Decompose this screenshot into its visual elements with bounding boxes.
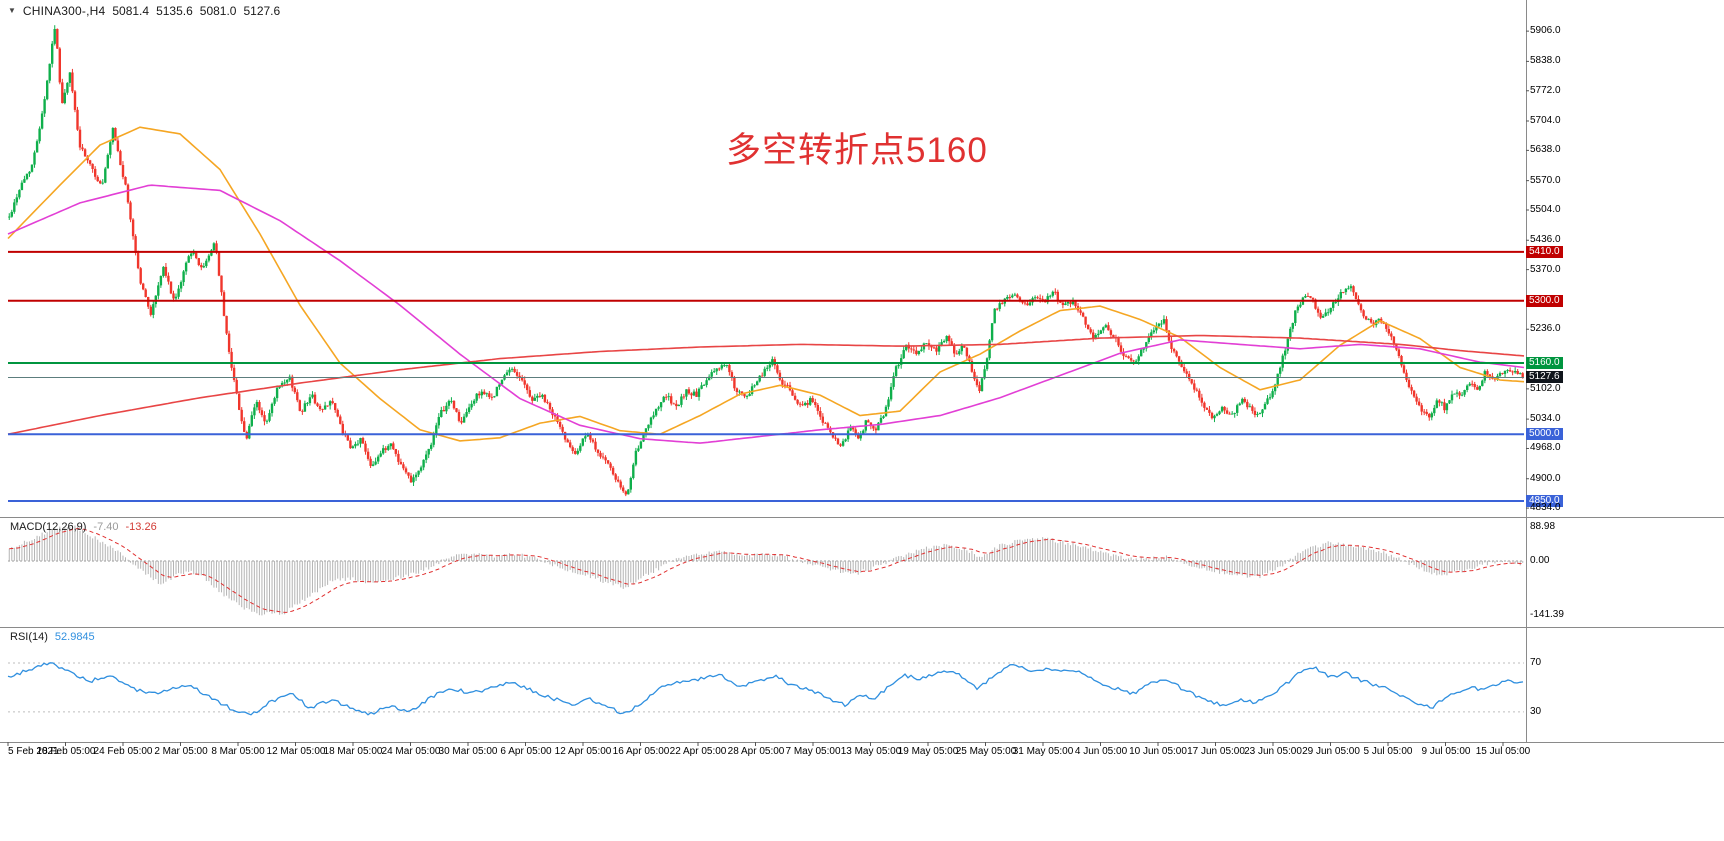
rsi-indicator-label: RSI(14) 52.9845 (10, 631, 95, 643)
price-label-4968.0: 4968.0 (1530, 442, 1561, 453)
quote-close: 5127.6 (243, 4, 281, 18)
rsi-line (7, 662, 1524, 716)
symbol-dropdown-icon[interactable]: ▼ (8, 6, 16, 15)
rsi-value: 52.9845 (54, 631, 95, 643)
rsi-name: RSI(14) (10, 631, 48, 643)
time-label-2: 24 Feb 05:00 (93, 746, 153, 757)
time-label-23: 29 Jun 05:00 (1302, 746, 1360, 757)
macd-axis-label-88.98: 88.98 (1530, 521, 1556, 532)
price-label-5772.0: 5772.0 (1530, 85, 1561, 96)
quote-high: 5135.6 (156, 4, 193, 18)
horizontal-levels[interactable] (8, 250, 1524, 502)
time-label-9: 6 Apr 05:00 (500, 746, 552, 757)
moving-averages (7, 126, 1525, 444)
time-label-1: 18 Feb 05:00 (36, 746, 96, 757)
time-label-4: 8 Mar 05:00 (211, 746, 265, 757)
time-label-18: 31 May 05:00 (1012, 746, 1074, 757)
price-label-5906.0: 5906.0 (1530, 25, 1561, 36)
price-label-5300.0: 5300.0 (1526, 295, 1563, 307)
time-label-3: 2 Mar 05:00 (154, 746, 208, 757)
time-label-17: 25 May 05:00 (955, 746, 1017, 757)
price-label-5638.0: 5638.0 (1530, 144, 1561, 155)
time-label-6: 18 Mar 05:00 (323, 746, 383, 757)
macd-main-value: -7.40 (93, 521, 119, 533)
time-label-26: 15 Jul 05:00 (1475, 746, 1531, 757)
symbol-header: ▼ CHINA300-,H4 5081.4 5135.6 5081.0 5127… (8, 4, 280, 18)
price-label-5127.6: 5127.6 (1526, 371, 1563, 383)
symbol-title: CHINA300-,H4 (22, 4, 106, 18)
price-label-5370.0: 5370.0 (1530, 264, 1561, 275)
ma-mid-magenta[interactable] (7, 184, 1525, 444)
macd-name: MACD(12,26,9) (10, 521, 87, 533)
ma-slow-red[interactable] (7, 334, 1525, 435)
price-label-5838.0: 5838.0 (1530, 55, 1561, 66)
time-label-12: 22 Apr 05:00 (669, 746, 727, 757)
time-axis[interactable]: 5 Feb 2021 18 Feb 05:00 24 Feb 05:00 2 Mar … (0, 746, 1724, 762)
time-label-19: 4 Jun 05:00 (1074, 746, 1128, 757)
panel-chrome (0, 0, 1724, 746)
price-label-5436.0: 5436.0 (1530, 234, 1561, 245)
time-label-7: 24 Mar 05:00 (381, 746, 441, 757)
chart-annotation-text[interactable]: 多空转折点5160 (726, 131, 988, 170)
candles (8, 25, 1524, 497)
time-label-25: 9 Jul 05:00 (1421, 746, 1471, 757)
price-label-5570.0: 5570.0 (1530, 175, 1561, 186)
rsi-panel (7, 662, 1524, 716)
time-label-10: 12 Apr 05:00 (554, 746, 612, 757)
time-label-15: 13 May 05:00 (840, 746, 902, 757)
time-label-8: 30 Mar 05:00 (438, 746, 498, 757)
time-label-16: 19 May 05:00 (897, 746, 959, 757)
price-label-5034.0: 5034.0 (1530, 413, 1561, 424)
price-label-4900.0: 4900.0 (1530, 473, 1561, 484)
ma-fast-orange[interactable] (7, 126, 1525, 442)
quote-low: 5081.0 (199, 4, 237, 18)
rsi-axis-label-70: 70 (1530, 657, 1542, 668)
time-label-20: 10 Jun 05:00 (1129, 746, 1187, 757)
time-label-22: 23 Jun 05:00 (1244, 746, 1302, 757)
time-label-5: 12 Mar 05:00 (266, 746, 326, 757)
price-label-5102.0: 5102.0 (1530, 383, 1561, 394)
time-label-13: 28 Apr 05:00 (727, 746, 785, 757)
price-label-5160.0: 5160.0 (1526, 357, 1563, 369)
price-label-5410.0: 5410.0 (1526, 246, 1563, 258)
macd-panel (8, 525, 1524, 616)
macd-indicator-label: MACD(12,26,9) -7.40 -13.26 (10, 521, 157, 533)
macd-axis-label--141.39: -141.39 (1530, 609, 1564, 620)
price-label-5504.0: 5504.0 (1530, 204, 1561, 215)
macd-signal-line (9, 528, 1523, 613)
price-label-5704.0: 5704.0 (1530, 115, 1561, 126)
quote-open: 5081.4 (112, 4, 150, 18)
time-label-24: 5 Jul 05:00 (1363, 746, 1413, 757)
price-label-5236.0: 5236.0 (1530, 323, 1561, 334)
macd-signal-value: -13.26 (125, 521, 157, 533)
price-label-4850.0: 4850.0 (1526, 495, 1563, 507)
time-label-11: 16 Apr 05:00 (612, 746, 670, 757)
time-label-14: 7 May 05:00 (785, 746, 841, 757)
time-label-21: 17 Jun 05:00 (1187, 746, 1245, 757)
price-label-4834.0: 4834.0 (1530, 502, 1561, 513)
rsi-axis-label-30: 30 (1530, 706, 1542, 717)
price-label-5000.0: 5000.0 (1526, 428, 1563, 440)
time-label-0: 5 Feb 2021 (8, 746, 59, 757)
macd-axis-label-0.00: 0.00 (1530, 555, 1550, 566)
price-axis[interactable]: 5906.0 5838.0 5772.0 5704.0 5638.0 5570.0 5504… (1526, 0, 1724, 745)
